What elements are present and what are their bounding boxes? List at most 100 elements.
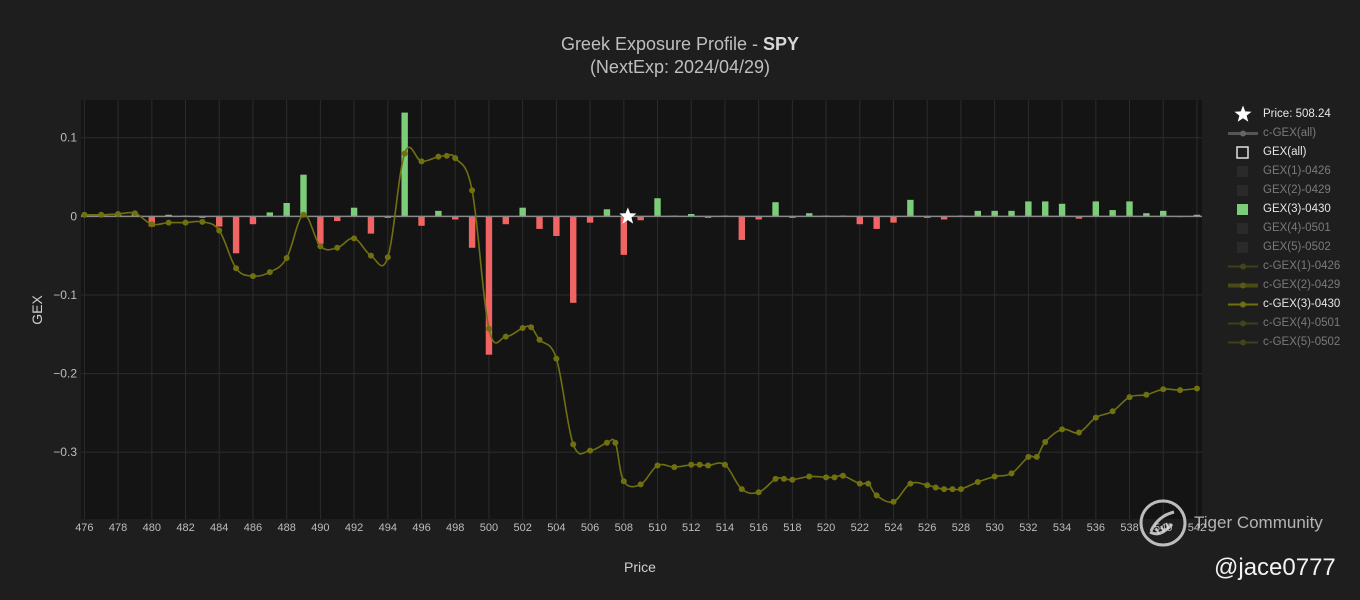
cgex-point [452, 155, 459, 162]
legend-item[interactable]: GEX(all) [1228, 143, 1358, 162]
x-tick-label: 510 [648, 522, 666, 534]
legend-item[interactable]: c-GEX(3)-0430 [1228, 295, 1358, 314]
x-tick-label: 492 [345, 522, 363, 534]
gex-bar [620, 216, 628, 255]
gex-bar [806, 213, 813, 217]
gex-bar [654, 198, 661, 217]
gex-bar [688, 213, 695, 217]
legend-item[interactable]: GEX(5)-0502 [1228, 238, 1358, 257]
gex-bar [452, 216, 459, 220]
gex-bar [536, 216, 543, 229]
cgex-point [199, 218, 206, 225]
cgex-point [806, 473, 813, 480]
cgex-point [334, 244, 341, 251]
gex-bar [485, 216, 493, 355]
gex-bar [502, 216, 510, 225]
cgex-point [890, 498, 897, 505]
legend-item[interactable]: c-GEX(2)-0429 [1228, 276, 1358, 295]
x-tick-label: 506 [581, 522, 599, 534]
cgex-point [283, 255, 290, 262]
grid [81, 100, 1202, 519]
cgex-point [1126, 394, 1133, 401]
cgex-point [570, 441, 577, 448]
cgex-point [1042, 438, 1049, 445]
line-olive-dim-icon [1228, 320, 1258, 327]
cgex-point [401, 150, 408, 157]
watermark: Tiger Community [1138, 496, 1338, 552]
x-tick-label: 482 [176, 522, 194, 534]
cgex-point [941, 486, 948, 493]
legend-item[interactable]: c-GEX(4)-0501 [1228, 314, 1358, 333]
x-tick-label: 512 [682, 522, 700, 534]
x-tick-label: 488 [277, 522, 295, 534]
legend-item[interactable]: GEX(1)-0426 [1228, 162, 1358, 181]
x-tick-label: 516 [749, 522, 767, 534]
cgex-point [755, 489, 762, 496]
x-tick-label: 476 [75, 522, 93, 534]
cgex-point [738, 486, 745, 493]
cgex-point [1092, 414, 1099, 421]
box-dark-icon [1237, 185, 1248, 196]
legend-label: c-GEX(1)-0426 [1263, 260, 1341, 272]
cgex-point [991, 473, 998, 480]
legend-item[interactable]: c-GEX(all) [1228, 124, 1358, 143]
gex-bar [1025, 201, 1032, 217]
x-axis-label: Price [624, 559, 656, 575]
cgex-point [873, 492, 880, 499]
cgex-point [553, 355, 560, 362]
legend-item[interactable]: c-GEX(5)-0502 [1228, 333, 1358, 352]
cgex-point [485, 325, 492, 332]
cgex-point [148, 221, 155, 228]
gex-bar [468, 216, 476, 248]
cgex-point [924, 482, 931, 489]
x-tick-label: 536 [1087, 522, 1105, 534]
x-tick-label: 498 [446, 522, 464, 534]
cgex-point [587, 447, 594, 454]
legend-item[interactable]: Price: 508.24 [1228, 105, 1358, 124]
x-tick-label: 532 [1019, 522, 1037, 534]
cgex-point [249, 273, 256, 280]
legend-item[interactable]: c-GEX(1)-0426 [1228, 257, 1358, 276]
cgex-point [469, 187, 476, 194]
x-tick-label: 484 [210, 522, 228, 534]
gex-bar [570, 216, 577, 303]
gex-bar [216, 216, 223, 227]
cgex-point [612, 439, 619, 446]
cgex-point [131, 210, 138, 217]
x-tick-label: 524 [884, 522, 902, 534]
cgex-point [418, 158, 425, 165]
plot-area [81, 100, 1202, 519]
watermark-text: Tiger Community [1194, 513, 1323, 532]
x-tick-label: 496 [412, 522, 430, 534]
y-tick-label: 0 [70, 209, 77, 223]
y-tick-label: −0.1 [53, 288, 77, 302]
x-tick-label: 494 [379, 522, 397, 534]
cgex-point [654, 462, 661, 469]
line-gray-icon [1228, 130, 1258, 137]
gex-bar [991, 210, 998, 217]
legend-item[interactable]: GEX(2)-0429 [1228, 181, 1358, 200]
legend-item[interactable]: GEX(4)-0501 [1228, 219, 1358, 238]
cgex-point [536, 336, 543, 343]
cgex-point [688, 461, 695, 468]
x-tick-label: 542 [1188, 522, 1206, 534]
cgex-point [115, 210, 122, 217]
legend-item[interactable]: GEX(3)-0430 [1228, 200, 1358, 219]
cgex-point [823, 474, 830, 481]
gex-bar [1109, 210, 1116, 217]
cgex-point [300, 211, 307, 218]
line-olive-thick-icon [1228, 282, 1258, 289]
tiger-community-logo [1139, 499, 1187, 547]
gex-bar [249, 216, 257, 225]
box-green-icon [1237, 204, 1248, 215]
legend-label: c-GEX(3)-0430 [1263, 298, 1341, 310]
legend-label: c-GEX(all) [1263, 127, 1317, 139]
gex-bar [266, 212, 274, 217]
cgex-point [502, 333, 509, 340]
gex-bar [283, 202, 290, 217]
cgex-point [98, 211, 105, 218]
legend-label: GEX(1)-0426 [1263, 165, 1331, 177]
gex-bar [940, 216, 948, 220]
legend-label: Price: 508.24 [1263, 108, 1331, 120]
